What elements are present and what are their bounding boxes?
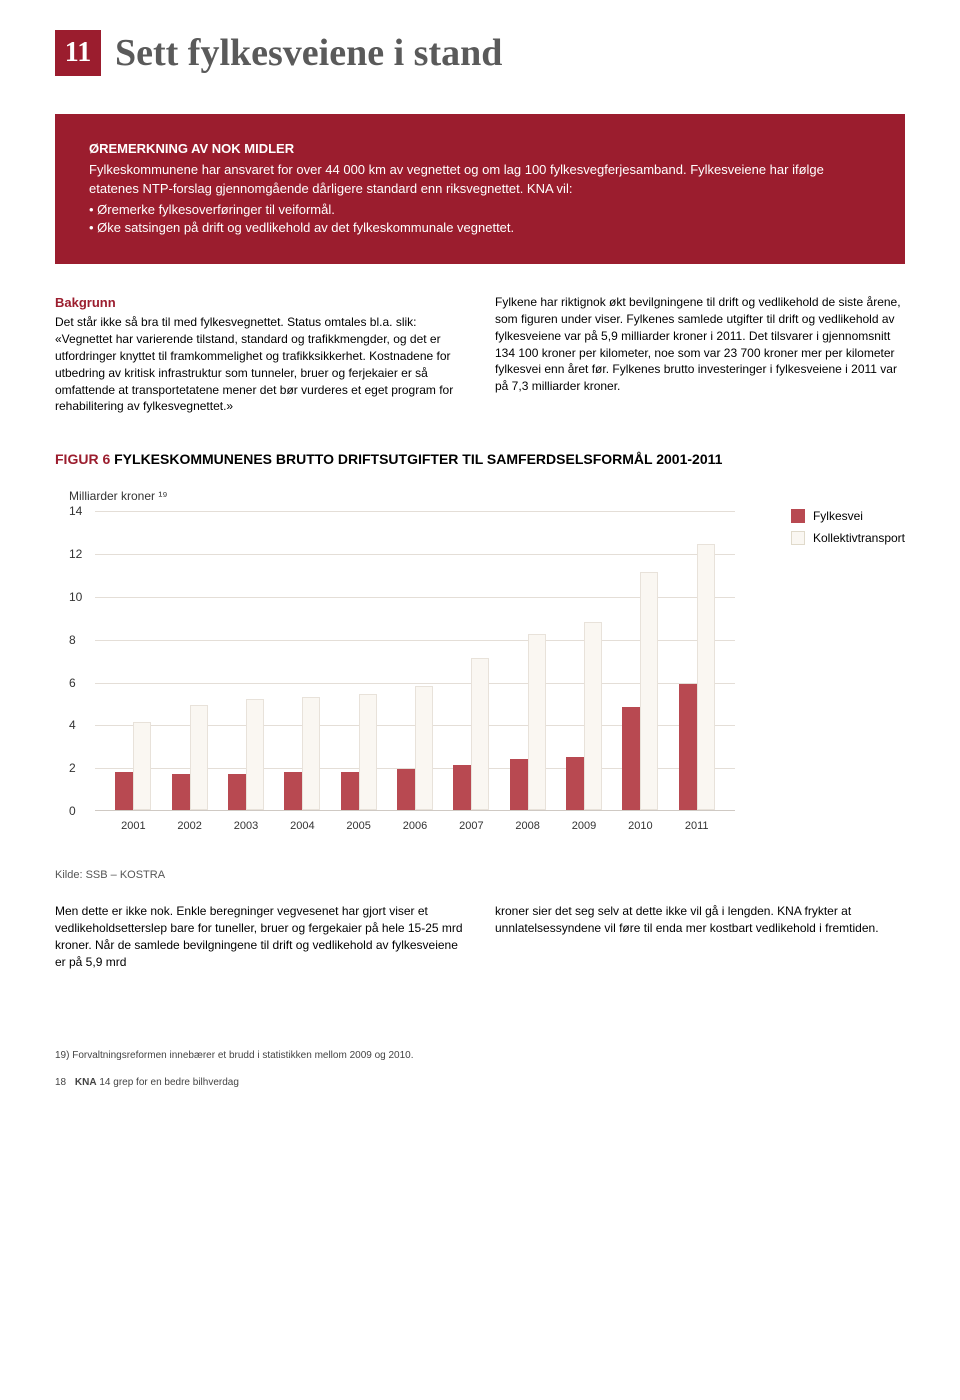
bar (284, 772, 302, 811)
bar (133, 722, 151, 810)
bar (679, 684, 697, 810)
x-tick-label: 2005 (346, 820, 370, 832)
legend-swatch (791, 509, 805, 523)
bar (640, 572, 658, 810)
bar (246, 699, 264, 810)
legend-item: Kollektivtransport (791, 531, 905, 545)
bar (302, 697, 320, 811)
bar-group (622, 572, 658, 810)
section-heading: Bakgrunn (55, 294, 465, 312)
body-text: Fylkene har riktignok økt bevilgningene … (495, 294, 905, 395)
figure-number: FIGUR 6 (55, 451, 110, 467)
x-tick-label: 2011 (685, 820, 709, 832)
bar-group (115, 722, 151, 810)
x-tick-label: 2008 (515, 820, 539, 832)
bar-group (566, 622, 602, 811)
bar-group (397, 686, 433, 810)
y-tick-label: 4 (69, 718, 76, 732)
x-tick-label: 2004 (290, 820, 314, 832)
x-tick-label: 2006 (403, 820, 427, 832)
bar-group (228, 699, 264, 810)
y-tick-label: 14 (69, 504, 82, 518)
header: 11 Sett fylkesveiene i stand (55, 30, 905, 76)
bar (115, 772, 133, 811)
bar-chart: Milliarder kroner ¹⁹ 0 2 4 6 8 10 12 14 2001 2002… (55, 491, 905, 841)
bar (172, 774, 190, 810)
footer-text: 14 grep for en bedre bilhverdag (99, 1077, 239, 1088)
bar (397, 769, 415, 810)
bar (359, 694, 377, 810)
y-tick-label: 2 (69, 761, 76, 775)
legend-label: Fylkesvei (813, 509, 863, 523)
legend-item: Fylkesvei (791, 509, 905, 523)
bar (341, 772, 359, 811)
bar-group (453, 658, 489, 810)
x-tick-label: 2010 (628, 820, 652, 832)
bar (584, 622, 602, 811)
two-column-section: Men dette er ikke nok. Enkle beregninger… (55, 903, 905, 970)
page-title: Sett fylkesveiene i stand (115, 30, 502, 72)
legend-swatch (791, 531, 805, 545)
bar (190, 705, 208, 810)
body-text: Det står ikke så bra til med fylkesvegne… (55, 314, 465, 415)
y-tick-label: 6 (69, 676, 76, 690)
page-number-box: 11 (55, 30, 101, 76)
page-footer: 18 KNA 14 grep for en bedre bilhverdag (55, 1077, 905, 1088)
figure-title: FIGUR 6 FYLKESKOMMUNENES BRUTTO DRIFTSUT… (55, 451, 905, 467)
body-text: Men dette er ikke nok. Enkle beregninger… (55, 903, 465, 970)
x-tick-label: 2009 (572, 820, 596, 832)
bar (228, 774, 246, 810)
x-tick-label: 2001 (121, 820, 145, 832)
bar (510, 759, 528, 810)
chart-source: Kilde: SSB – KOSTRA (55, 869, 905, 881)
two-column-section: Bakgrunn Det står ikke så bra til med fy… (55, 294, 905, 415)
bar (415, 686, 433, 810)
bar-group (510, 634, 546, 810)
bar (453, 765, 471, 810)
body-text: kroner sier det seg selv at dette ikke v… (495, 903, 905, 970)
x-tick-label: 2002 (177, 820, 201, 832)
highlight-paragraph: Fylkeskommunene har ansvaret for over 44… (89, 161, 871, 199)
chart-legend: Fylkesvei Kollektivtransport (791, 509, 905, 553)
y-tick-label: 10 (69, 590, 82, 604)
y-axis-label: Milliarder kroner ¹⁹ (69, 489, 168, 503)
figure-title-text: FYLKESKOMMUNENES BRUTTO DRIFTSUTGIFTER T… (114, 451, 722, 467)
bar-group (341, 694, 377, 810)
x-tick-label: 2007 (459, 820, 483, 832)
bar (622, 707, 640, 810)
y-tick-label: 12 (69, 547, 82, 561)
bar-group (284, 697, 320, 811)
bar-group (172, 705, 208, 810)
bar (697, 544, 715, 810)
bar (528, 634, 546, 810)
highlight-bullet: Øke satsingen på drift og vedlikehold av… (89, 219, 871, 238)
highlight-title: ØREMERKNING AV NOK MIDLER (89, 140, 871, 159)
bar (566, 757, 584, 811)
y-tick-label: 0 (69, 804, 76, 818)
x-tick-label: 2003 (234, 820, 258, 832)
highlight-box: ØREMERKNING AV NOK MIDLER Fylkeskommunen… (55, 114, 905, 264)
bar (471, 658, 489, 810)
footnote: 19) Forvaltningsreformen innebærer et br… (55, 1050, 905, 1061)
bar-group (679, 544, 715, 810)
footer-brand: KNA (75, 1077, 97, 1088)
y-tick-label: 8 (69, 633, 76, 647)
highlight-bullet: Øremerke fylkesoverføringer til veiformå… (89, 201, 871, 220)
footer-page-number: 18 (55, 1077, 66, 1088)
legend-label: Kollektivtransport (813, 531, 905, 545)
